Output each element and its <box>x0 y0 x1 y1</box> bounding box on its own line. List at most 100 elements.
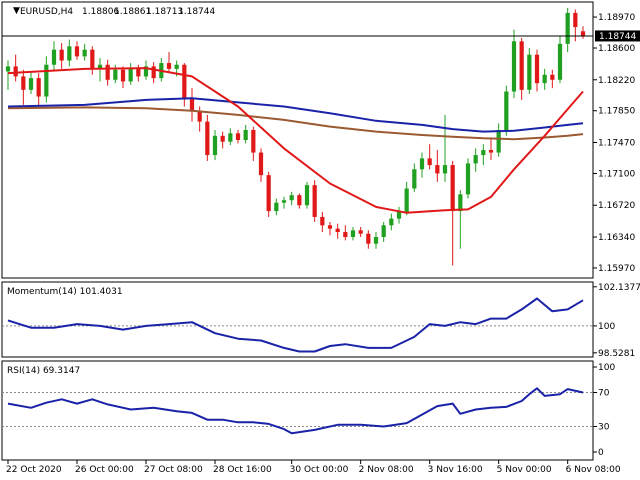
price-axis-tick-label: 1.18600 <box>598 44 635 54</box>
candle <box>289 191 294 206</box>
price-panel[interactable]: 1.18970 1.18600 1.18220 1.17850 1.17470 1.171… <box>2 7 635 274</box>
price-axis-tick-label: 1.18220 <box>598 76 635 86</box>
candle <box>266 171 271 217</box>
candle-body <box>266 175 271 212</box>
candle-body <box>427 158 432 166</box>
rsi-line <box>7 387 584 435</box>
candle-body <box>36 78 41 97</box>
collapse-triangle-icon[interactable]: ▼ <box>13 6 20 16</box>
candle-body <box>13 66 18 77</box>
candle-body <box>473 155 478 164</box>
candle-body <box>527 54 532 90</box>
candle <box>212 129 218 161</box>
candle-body <box>550 74 555 80</box>
candle-body <box>205 121 210 156</box>
price-axis-tick-label: 1.18970 <box>598 13 635 23</box>
candle-body <box>404 188 409 212</box>
candle <box>358 226 363 238</box>
candle <box>28 71 34 94</box>
candle <box>557 35 563 84</box>
candle-body <box>573 12 578 28</box>
candle <box>220 131 225 149</box>
candle-body <box>565 12 570 44</box>
candle-body <box>136 68 141 77</box>
candle <box>412 163 417 192</box>
candle <box>128 63 133 85</box>
candle-body <box>21 76 26 90</box>
candle-body <box>90 49 95 69</box>
candle-body <box>281 200 287 203</box>
time-tick-label: 22 Oct 2020 <box>6 465 62 475</box>
candle-body <box>220 135 225 142</box>
candle-body <box>335 228 340 232</box>
candle-body <box>496 129 501 153</box>
price-axis-tick-label: 1.17850 <box>598 107 635 117</box>
candle-body <box>297 195 302 206</box>
candle <box>297 193 302 209</box>
candle <box>435 150 440 182</box>
candle <box>458 190 463 249</box>
candle <box>304 181 310 209</box>
time-tick-label: 30 Oct 00:00 <box>290 465 349 475</box>
candle-body <box>28 78 34 90</box>
candle-body <box>320 216 325 226</box>
momentum-axis-tick-label: 98.5281 <box>598 349 635 359</box>
panel-frame-price <box>1 1 594 279</box>
candle <box>182 63 187 107</box>
candle-body <box>74 46 80 57</box>
candle <box>274 198 279 216</box>
candle-body <box>312 185 317 217</box>
candle-body <box>59 49 64 61</box>
time-tick-label: 27 Oct 08:00 <box>144 465 203 475</box>
candle <box>258 148 264 182</box>
candle <box>327 221 333 236</box>
ma-fast-line <box>7 67 584 214</box>
time-tick-label: 6 Nov 08:00 <box>566 465 621 475</box>
candle-body <box>166 63 172 69</box>
candle <box>312 180 317 222</box>
candle-body <box>189 98 195 111</box>
candle <box>573 9 578 42</box>
candle-body <box>44 64 49 97</box>
ma-slow-line <box>7 106 584 141</box>
candle-body <box>458 194 463 212</box>
candle-body <box>435 165 440 174</box>
candle <box>366 230 371 249</box>
candle <box>205 114 210 161</box>
candle-body <box>358 230 363 234</box>
candle <box>465 158 471 199</box>
candle <box>519 37 524 100</box>
candle <box>235 129 241 144</box>
candle <box>228 128 233 146</box>
ohlc-close: 1.18744 <box>178 7 215 17</box>
candle <box>251 126 256 161</box>
rsi-panel[interactable]: 100 70 30 0 <box>2 363 615 458</box>
candle-body <box>304 185 310 206</box>
candle <box>550 69 555 89</box>
candle-body <box>174 64 179 69</box>
candle-body <box>235 133 241 140</box>
price-axis-tick-label: 1.15970 <box>598 264 635 274</box>
candle-body <box>82 49 87 57</box>
candle <box>21 69 26 105</box>
candle <box>580 26 586 39</box>
candle-body <box>465 163 471 195</box>
rsi-axis-tick-label: 100 <box>598 363 615 373</box>
candle-body <box>350 230 356 238</box>
rsi-title: RSI(14) 69.3147 <box>7 366 80 376</box>
candle-body <box>197 110 202 122</box>
candle-body <box>534 54 540 84</box>
momentum-panel[interactable]: 102.1377 100 98.5281 <box>2 283 640 359</box>
candle-body <box>327 225 333 229</box>
candle <box>450 160 455 266</box>
ma-mid-line <box>7 97 584 133</box>
candle-body <box>128 68 133 82</box>
candle <box>542 68 547 90</box>
candle-body <box>396 211 402 219</box>
candle <box>5 60 11 90</box>
candle <box>90 46 95 75</box>
candle <box>97 58 103 82</box>
candle <box>389 213 394 231</box>
time-axis: 22 Oct 2020 26 Oct 00:00 27 Oct 08:00 28 Oc… <box>6 460 621 475</box>
